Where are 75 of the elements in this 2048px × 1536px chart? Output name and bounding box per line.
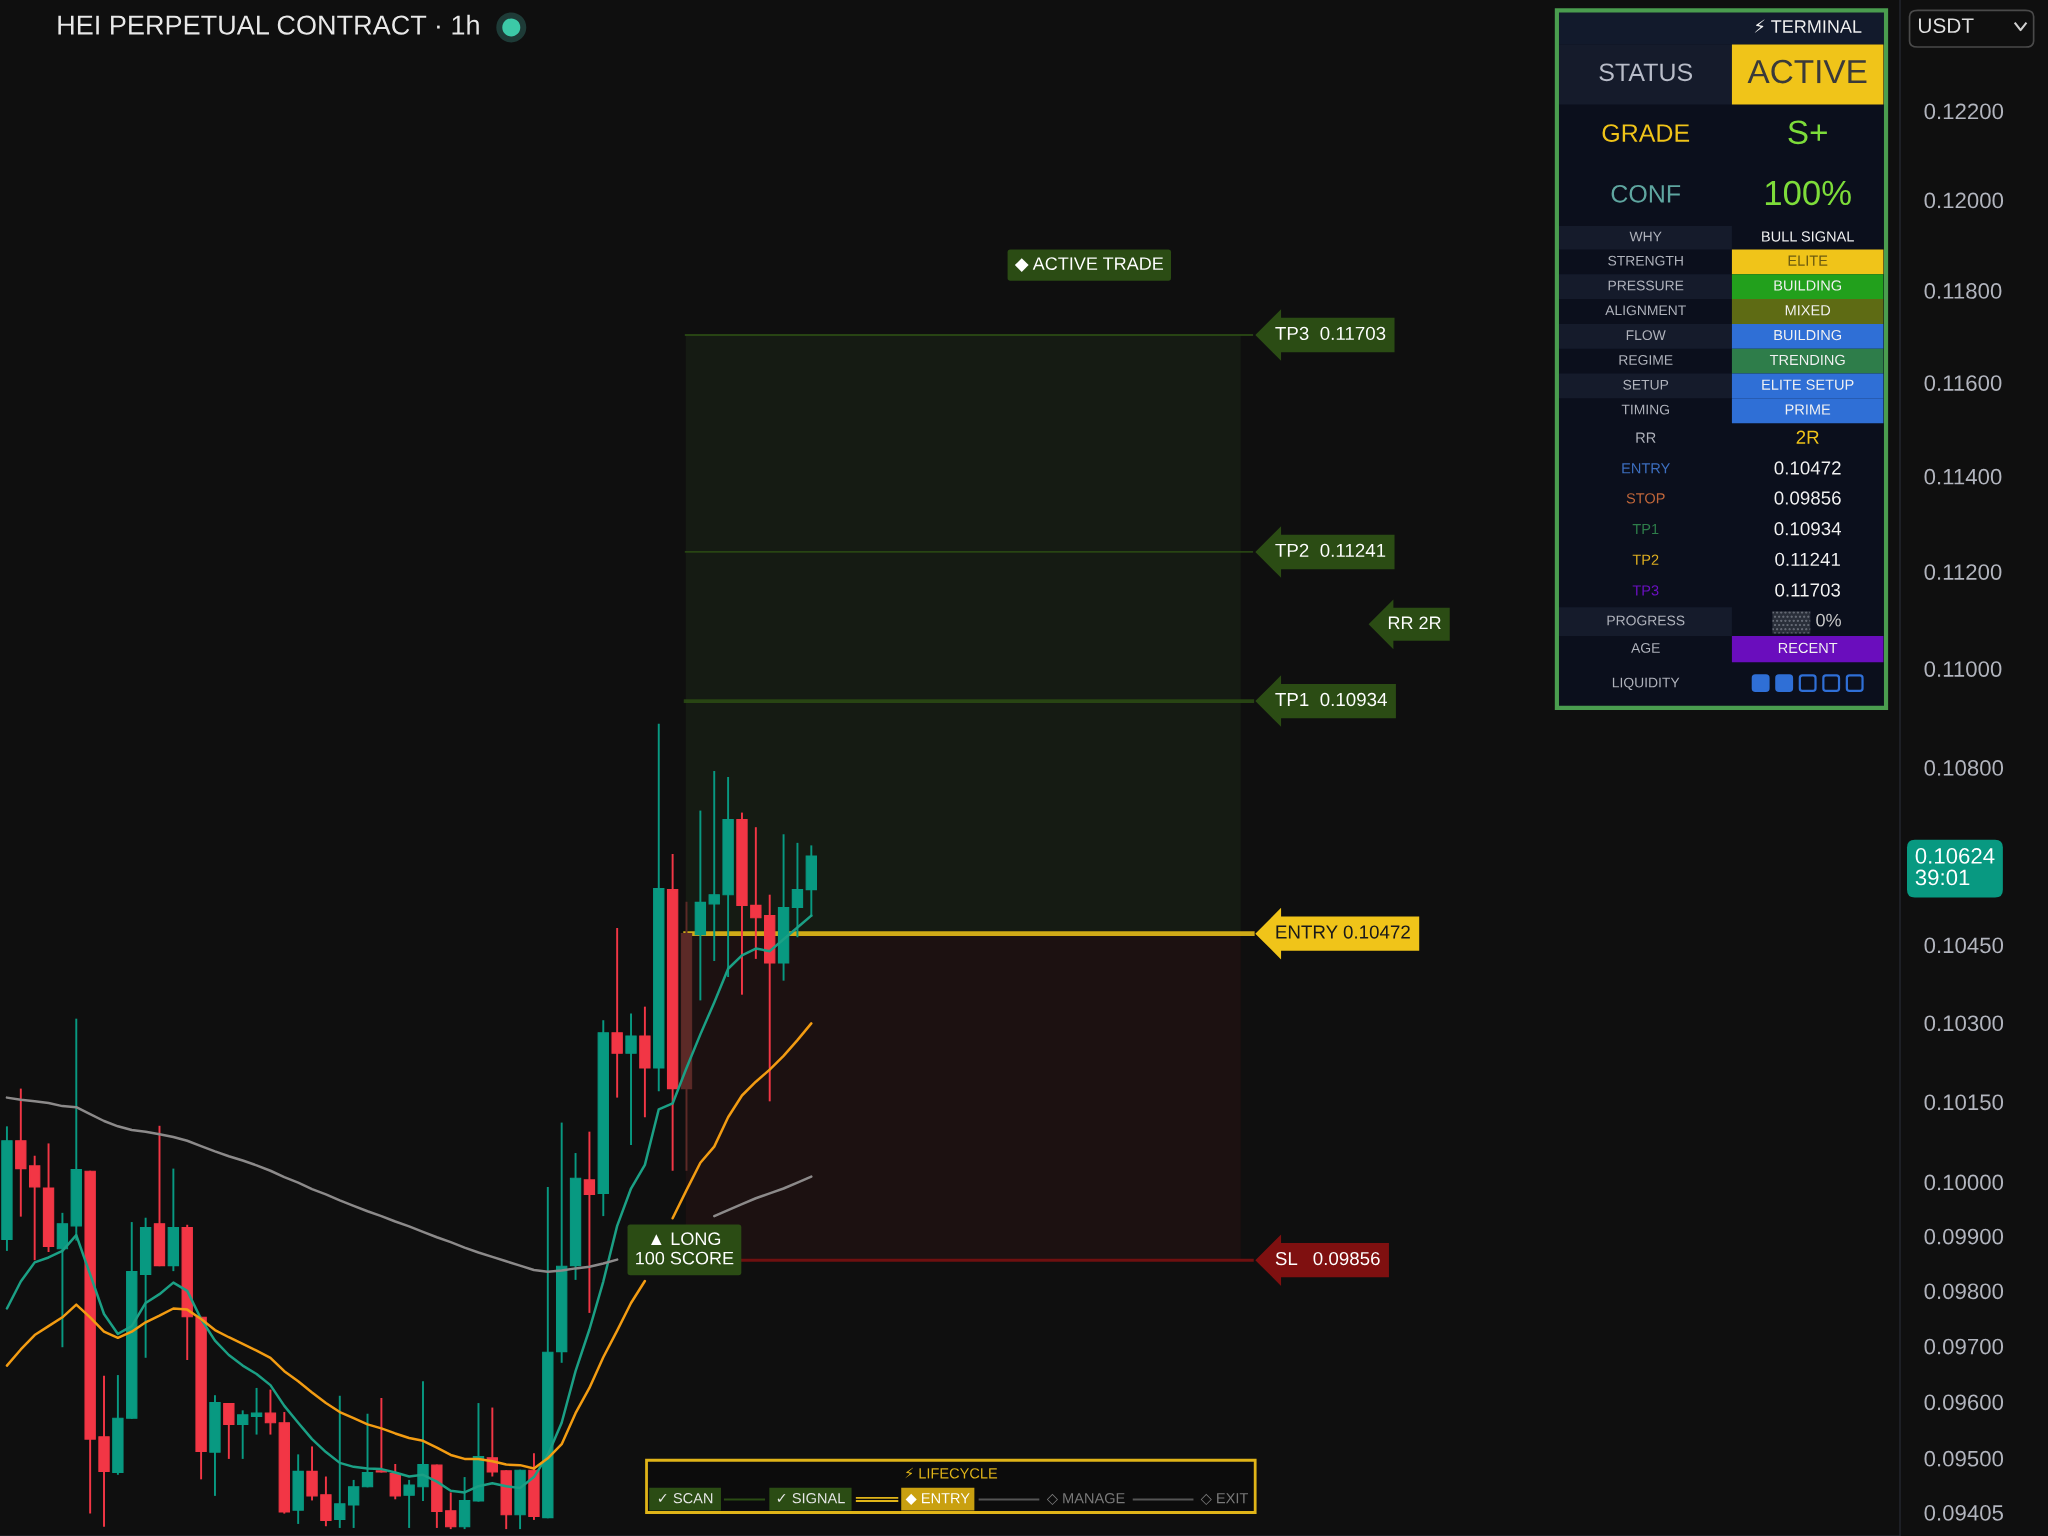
- ref-line-label: ENTRY 0.10472: [1276, 925, 1410, 939]
- y-tick-label: 0.10150: [1924, 1094, 2004, 1111]
- annotation: STOP: [1626, 493, 1665, 504]
- y-tick-label: 0.10300: [1924, 1015, 2004, 1032]
- annotation: STATUS: [1599, 63, 1693, 82]
- annotation: 0.11241: [1775, 552, 1840, 567]
- annotation: ALIGNMENT: [1605, 305, 1686, 316]
- annotation: SETUP: [1623, 379, 1669, 390]
- annotation: GRADE: [1602, 124, 1690, 142]
- y-tick-label: 0.11000: [1924, 661, 2002, 677]
- annotation: MIXED: [1785, 305, 1831, 316]
- y-tick-label: 0.10000: [1924, 1174, 2004, 1191]
- ref-line-label: TP1 0.10934: [1275, 692, 1387, 707]
- annotation: PRESSURE: [1608, 280, 1684, 291]
- annotation: 0.11703: [1775, 583, 1841, 597]
- annotation: ✓ SCAN: [658, 1493, 713, 1504]
- annotation: BUILDING: [1774, 329, 1842, 341]
- y-tick-label: 0.09500: [1924, 1450, 2004, 1467]
- annotation: 0.10472: [1774, 461, 1841, 475]
- annotation: ◇ MANAGE: [1046, 1493, 1125, 1505]
- y-tick-label: 0.09700: [1924, 1338, 2004, 1355]
- text: ⚡ TERMINAL: [1754, 19, 1862, 33]
- annotation: BULL SIGNAL: [1762, 231, 1854, 242]
- annotation: TIMING: [1621, 404, 1669, 415]
- annotation: 0.09856: [1774, 491, 1841, 505]
- annotation: 2R: [1796, 430, 1819, 444]
- annotation: ACTIVE: [1747, 59, 1867, 84]
- annotation: RR 2R: [1388, 616, 1441, 629]
- annotation: TRENDING: [1769, 354, 1845, 366]
- annotation: ◆ ACTIVE TRADE: [1014, 257, 1164, 273]
- text: ⚡ LIFECYCLE: [905, 1467, 998, 1479]
- y-tick-label: 0.10450: [1924, 937, 2004, 954]
- annotation: S+: [1788, 120, 1827, 145]
- y-tick-label: 0.09600: [1924, 1394, 2004, 1411]
- annotation: LIQUIDITY: [1612, 677, 1680, 690]
- annotation: PRIME: [1785, 404, 1831, 415]
- annotation: AGE: [1631, 643, 1660, 653]
- y-tick-label: 0.11200: [1924, 564, 2002, 580]
- ref-line-label: TP3 0.11703: [1275, 326, 1386, 341]
- annotation: ELITE SETUP: [1762, 379, 1854, 390]
- chart-title: HEI PERPETUAL CONTRACT · 1h: [58, 14, 479, 35]
- annotation: TP3: [1632, 585, 1659, 596]
- annotation: FLOW: [1626, 330, 1666, 341]
- annotation: STRENGTH: [1608, 255, 1683, 266]
- y-tick-label: 0.10800: [1924, 760, 2004, 776]
- text: USDT: [1919, 18, 1974, 34]
- annotation: ◆ ENTRY: [905, 1493, 970, 1505]
- y-tick-label: 0.11600: [1924, 375, 2002, 391]
- annotation: TP1: [1632, 524, 1659, 535]
- y-tick-label: 0.09405: [1924, 1505, 2004, 1521]
- annotation: RR: [1636, 432, 1656, 443]
- ref-line-label: SL 0.09856: [1275, 1251, 1380, 1266]
- y-tick-label: 0.12200: [1924, 103, 2004, 120]
- y-tick-label: 0.09900: [1924, 1228, 2004, 1245]
- annotation: REGIME: [1619, 355, 1673, 365]
- y-tick-label: 0.12000: [1924, 192, 2004, 209]
- y-tick-label: 0.11800: [1924, 283, 2002, 299]
- annotation: ◇ EXIT: [1200, 1493, 1248, 1505]
- annotation: ✓ SIGNAL: [777, 1493, 845, 1504]
- annotation: BUILDING: [1774, 280, 1842, 291]
- annotation: ▲ LONG 100 SCORE: [636, 1232, 734, 1265]
- annotation: 100%: [1765, 180, 1851, 206]
- annotation: 0.10934: [1774, 522, 1842, 536]
- y-tick-label: 0.09800: [1924, 1283, 2004, 1300]
- annotation: 0%: [1816, 613, 1841, 627]
- annotation: TP2: [1632, 554, 1659, 565]
- annotation: ENTRY: [1622, 463, 1670, 474]
- annotation: RECENT: [1778, 642, 1838, 654]
- ref-line-label: TP2 0.11241: [1275, 543, 1386, 557]
- text: 0.10624 39:01: [1915, 848, 1995, 886]
- annotation: CONF: [1611, 184, 1681, 203]
- annotation: ELITE: [1788, 255, 1828, 266]
- annotation: WHY: [1629, 231, 1662, 242]
- annotation: PROGRESS: [1607, 615, 1685, 626]
- y-tick-label: 0.11400: [1924, 468, 2002, 485]
